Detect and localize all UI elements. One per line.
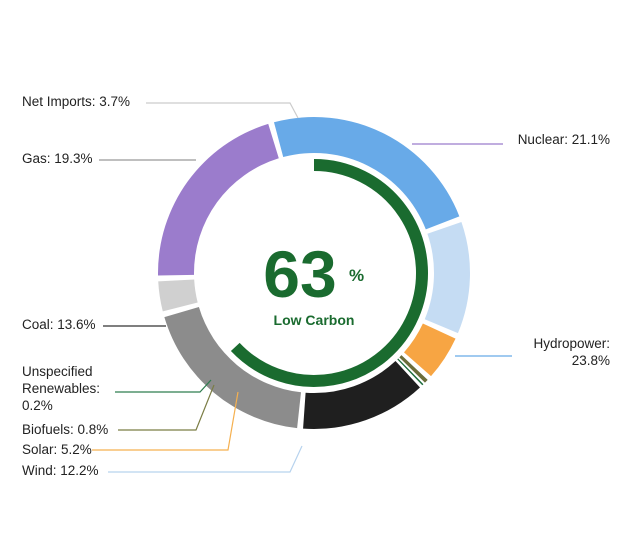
donut-slice-net-imports bbox=[158, 279, 198, 312]
center-caption: Low Carbon bbox=[274, 312, 355, 328]
center-unit: % bbox=[349, 266, 364, 285]
donut-slice-biofuels bbox=[399, 355, 428, 383]
low-carbon-arc bbox=[230, 159, 428, 387]
slice-label-solar: Solar: 5.2% bbox=[22, 442, 92, 457]
donut-slices bbox=[157, 116, 470, 429]
slice-label-unspecified-renewables: Unspecified Renewables: 0.2% bbox=[22, 364, 100, 413]
leader-line-biofuels bbox=[118, 384, 215, 431]
leader-line-solar bbox=[92, 391, 239, 451]
slice-label-wind: Wind: 12.2% bbox=[22, 463, 99, 478]
donut-slice-coal bbox=[303, 361, 420, 429]
slice-label-net-imports: Net Imports: 3.7% bbox=[22, 94, 130, 109]
donut-slice-solar bbox=[404, 323, 456, 377]
center-value: 63 bbox=[263, 237, 336, 311]
slice-label-gas: Gas: 19.3% bbox=[22, 151, 93, 166]
slice-label-coal: Coal: 13.6% bbox=[22, 317, 96, 332]
label-leader-lines bbox=[92, 102, 512, 473]
leader-line-unspecified-renewables bbox=[115, 379, 212, 393]
donut-slice-gas bbox=[164, 306, 302, 429]
donut-slice-wind bbox=[424, 221, 470, 334]
leader-line-wind bbox=[108, 445, 303, 473]
low-carbon-progress bbox=[230, 159, 428, 387]
donut-slice-unspecified-renewables bbox=[397, 358, 424, 386]
slice-label-hydropower: Hydropower: 23.8% bbox=[533, 336, 610, 368]
slice-labels: Nuclear: 21.1% Hydropower: 23.8% Wind: 12.2… bbox=[22, 94, 610, 478]
donut-slice-nuclear bbox=[157, 123, 279, 276]
slice-label-biofuels: Biofuels: 0.8% bbox=[22, 422, 108, 437]
center-summary: 63 % Low Carbon bbox=[263, 237, 364, 328]
donut-slice-hydropower bbox=[273, 116, 460, 230]
leader-line-net-imports bbox=[146, 102, 299, 119]
slice-label-nuclear: Nuclear: 21.1% bbox=[518, 132, 610, 147]
